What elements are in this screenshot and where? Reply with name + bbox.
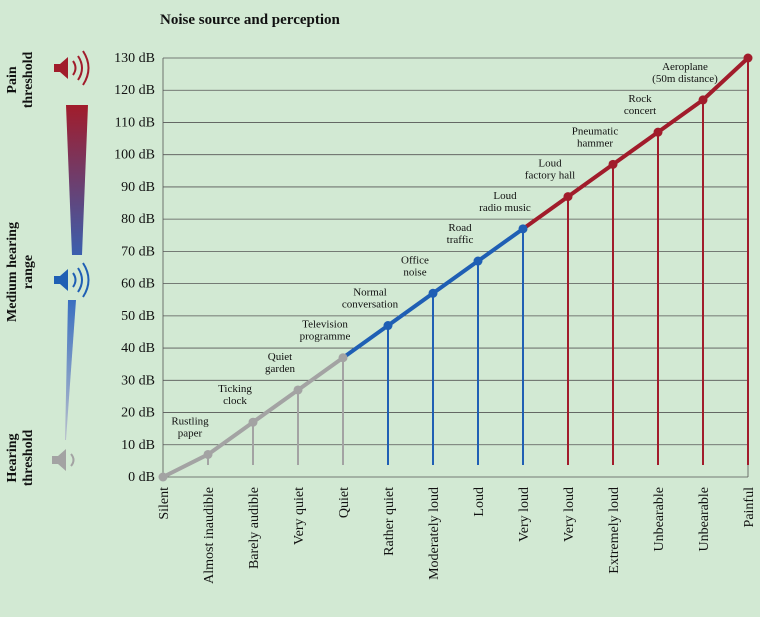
annotation: factory hall [525,170,575,182]
line-segment [476,226,525,264]
range-bar [66,105,88,255]
x-tick-label: Loud [472,487,487,517]
chart-title: Noise source and perception [160,12,341,28]
side-label: Hearing [5,434,20,483]
annotation: Loud [493,190,517,202]
line-segment [656,97,705,135]
x-tick-label: Silent [157,487,172,520]
annotation: Ticking [218,383,252,395]
y-tick-label: 40 dB [121,341,155,356]
speaker-icon [52,449,75,471]
annotation: Road [448,222,472,234]
y-tick-label: 100 dB [114,148,155,163]
point [473,256,483,266]
annotation: Normal [353,287,387,299]
annotation: Office [401,254,429,266]
point [428,288,438,298]
point [653,127,663,137]
y-tick-label: 10 dB [121,438,155,453]
x-tick-label: Barely audible [247,487,262,569]
annotation: Television [302,319,348,331]
point [338,353,348,363]
point [743,53,753,63]
annotation: garden [265,363,295,375]
point [248,417,258,427]
x-tick-label: Very loud [562,487,577,542]
line-segment [521,194,570,231]
point [293,385,303,395]
y-tick-label: 60 dB [121,277,155,292]
annotation: conversation [342,299,399,311]
point [383,321,393,331]
speaker-icon [54,50,90,86]
line-segment [161,452,210,479]
y-tick-label: 90 dB [121,180,155,195]
point [563,192,573,202]
annotation: (50m distance) [652,73,718,85]
x-tick-label: Very quiet [292,487,307,545]
side-label: threshold [21,430,36,487]
annotation: radio music [479,202,531,214]
line-segment [386,291,435,328]
annotation: programme [300,331,351,343]
annotation: paper [178,427,203,439]
point [203,449,213,459]
side-label: range [21,255,36,289]
line-segment [206,420,255,457]
line-segment [611,130,660,167]
y-tick-label: 120 dB [114,83,155,98]
annotation: Rock [628,93,652,105]
x-tick-label: Unbearable [652,487,667,552]
annotation: clock [223,395,247,407]
x-tick-label: Rather quiet [382,487,397,556]
x-tick-label: Extremely loud [607,487,622,574]
y-tick-label: 30 dB [121,373,155,388]
annotation: noise [403,266,426,278]
point [518,224,528,234]
annotation: Rustling [171,415,209,427]
line-segment [251,387,300,425]
annotation: Aeroplane [662,61,708,73]
annotation: traffic [447,234,474,246]
x-tick-label: Moderately loud [427,487,442,580]
point [698,95,708,105]
line-segment [296,355,345,392]
y-tick-label: 50 dB [121,309,155,324]
line-segment [341,323,390,360]
y-tick-label: 80 dB [121,212,155,227]
y-tick-label: 0 dB [128,470,155,485]
y-tick-label: 20 dB [121,406,155,421]
side-label: threshold [21,52,36,109]
speaker-icon [54,262,90,298]
y-tick-label: 110 dB [115,115,155,130]
point [158,472,168,482]
point [608,159,618,169]
line-segment [431,259,480,296]
x-tick-label: Unbearable [697,487,712,552]
x-tick-label: Almost inaudible [202,487,217,584]
line-segment [701,56,750,102]
annotation: concert [624,105,656,117]
annotation: Quiet [268,351,292,363]
annotation: hammer [577,137,613,149]
y-tick-label: 70 dB [121,244,155,259]
side-label: Medium hearing [5,222,20,322]
range-bar [65,300,76,440]
x-tick-label: Painful [742,487,757,528]
annotation: Loud [538,158,562,170]
y-tick-label: 130 dB [114,51,155,66]
side-label: Pain [5,66,20,93]
line-segment [566,162,615,199]
x-tick-label: Quiet [337,487,352,518]
annotation: Pneumatic [572,125,619,137]
x-tick-label: Very loud [517,487,532,542]
